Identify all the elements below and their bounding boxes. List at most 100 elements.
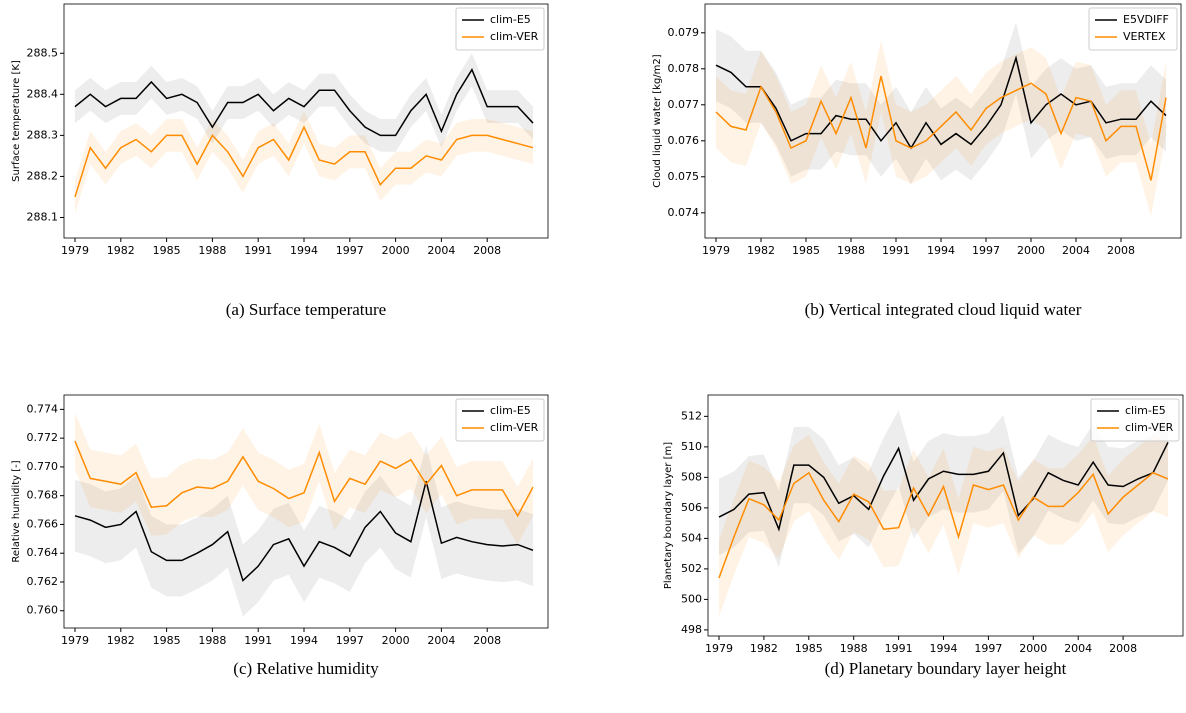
x-tick-label: 1988 — [198, 634, 226, 647]
y-tick-label: 0.764 — [27, 546, 59, 559]
caption: (a) Surface temperature — [226, 300, 386, 319]
x-tick-label: 2004 — [427, 634, 455, 647]
legend-label: clim-E5 — [490, 404, 531, 417]
panel: 0.074 0.075 0.076 0.077 0.078 0.079 1979 1982 19… — [652, 3, 1182, 319]
x-tick-label: 1988 — [198, 244, 226, 257]
x-tick-label: 2008 — [1107, 244, 1135, 257]
x-tick-label: 1985 — [795, 642, 823, 655]
axes-frame — [63, 3, 549, 239]
x-tick-label: 1979 — [702, 244, 730, 257]
std-band — [719, 434, 1168, 617]
y-tick-label: 0.768 — [27, 489, 59, 502]
axes-frame — [707, 394, 1184, 637]
x-tick-label: 1994 — [930, 642, 958, 655]
y-tick-label: 288.4 — [27, 87, 59, 100]
y-tick-label: 504 — [681, 531, 702, 544]
x-tick-label: 1982 — [747, 244, 775, 257]
legend: clim-E5 clim-VER — [1090, 398, 1180, 442]
x-tick-label: 2000 — [1017, 244, 1045, 257]
x-tick-label: 1979 — [61, 634, 89, 647]
x-tick-label: 2008 — [1109, 642, 1137, 655]
std-band — [75, 445, 533, 617]
y-tick-label: 0.772 — [27, 431, 59, 444]
x-tick-label: 1982 — [107, 244, 135, 257]
legend-box — [1090, 398, 1180, 442]
data-line — [718, 441, 1169, 532]
y-axis-label: Surface temperature [K] — [11, 60, 22, 182]
legend-box — [1088, 7, 1178, 51]
legend-label: clim-VER — [490, 30, 539, 43]
y-tick-label: 0.762 — [27, 575, 59, 588]
caption: (c) Relative humidity — [233, 659, 379, 678]
std-band — [75, 53, 533, 152]
data-line — [715, 75, 1167, 181]
legend: clim-E5 clim-VER — [455, 398, 545, 442]
x-tick-label: 1985 — [153, 244, 181, 257]
y-tick-label: 288.5 — [27, 46, 59, 59]
x-tick-label: 1997 — [974, 642, 1002, 655]
x-tick-label: 1985 — [792, 244, 820, 257]
y-tick-label: 0.770 — [27, 460, 59, 473]
y-tick-label: 502 — [681, 562, 702, 575]
x-tick-label: 2000 — [1019, 642, 1047, 655]
y-tick-label: 0.079 — [668, 26, 700, 39]
legend-label: clim-E5 — [1125, 404, 1166, 417]
panel: 498 500 502 504 506 508 510 512 1979 1982 1985 1988… — [663, 394, 1184, 678]
x-tick-label: 2008 — [473, 634, 501, 647]
x-tick-label: 1982 — [750, 642, 778, 655]
x-tick-label: 2004 — [1062, 244, 1090, 257]
x-tick-label: 1991 — [244, 244, 272, 257]
x-tick-label: 1991 — [244, 634, 272, 647]
legend-label: clim-VER — [1125, 421, 1174, 434]
axes-frame — [63, 394, 549, 629]
legend-label: E5VDIFF — [1123, 13, 1169, 26]
y-axis-label: Relative humidity [-] — [11, 460, 22, 562]
y-tick-label: 500 — [681, 592, 702, 605]
data-line — [74, 440, 534, 518]
y-axis-label: Planetary boundary layer [m] — [663, 442, 674, 589]
data-line — [74, 481, 534, 582]
x-tick-label: 1997 — [336, 634, 364, 647]
x-tick-label: 2008 — [473, 244, 501, 257]
x-tick-label: 1994 — [290, 634, 318, 647]
panel: 0.760 0.762 0.764 0.766 0.768 0.770 0.772 0.774… — [11, 394, 549, 678]
y-tick-label: 510 — [681, 440, 702, 453]
y-tick-label: 288.1 — [27, 210, 59, 223]
x-tick-label: 1997 — [336, 244, 364, 257]
y-tick-label: 508 — [681, 470, 702, 483]
y-tick-label: 0.074 — [668, 206, 700, 219]
x-tick-label: 1988 — [837, 244, 865, 257]
x-tick-label: 2000 — [382, 634, 410, 647]
legend-box — [455, 7, 545, 51]
x-tick-label: 1985 — [153, 634, 181, 647]
caption: (b) Vertical integrated cloud liquid wat… — [805, 300, 1082, 319]
y-tick-label: 0.076 — [668, 134, 700, 147]
y-tick-label: 0.075 — [668, 170, 700, 183]
data-line — [74, 125, 534, 198]
std-band — [75, 412, 533, 545]
panel: 288.1 288.2 288.3 288.4 288.5 1979 1982 1985 198… — [11, 3, 549, 319]
std-band — [716, 40, 1166, 217]
x-tick-label: 1997 — [972, 244, 1000, 257]
y-tick-label: 0.766 — [27, 517, 59, 530]
x-tick-label: 1979 — [61, 244, 89, 257]
y-tick-label: 506 — [681, 501, 702, 514]
x-tick-label: 1991 — [885, 642, 913, 655]
y-tick-label: 498 — [681, 623, 702, 636]
x-tick-label: 1994 — [927, 244, 955, 257]
y-tick-label: 0.760 — [27, 604, 59, 617]
legend: E5VDIFF VERTEX — [1088, 7, 1178, 51]
std-band — [75, 110, 533, 214]
y-tick-label: 0.077 — [668, 98, 700, 111]
y-tick-label: 0.774 — [27, 402, 59, 415]
data-line — [74, 68, 534, 137]
y-tick-label: 288.2 — [27, 169, 59, 182]
x-tick-label: 1994 — [290, 244, 318, 257]
x-tick-label: 2004 — [1064, 642, 1092, 655]
std-band — [716, 22, 1166, 184]
y-tick-label: 0.078 — [668, 62, 700, 75]
legend-label: VERTEX — [1123, 30, 1166, 43]
x-tick-label: 2004 — [427, 244, 455, 257]
data-line — [718, 471, 1169, 579]
y-tick-label: 512 — [681, 409, 702, 422]
